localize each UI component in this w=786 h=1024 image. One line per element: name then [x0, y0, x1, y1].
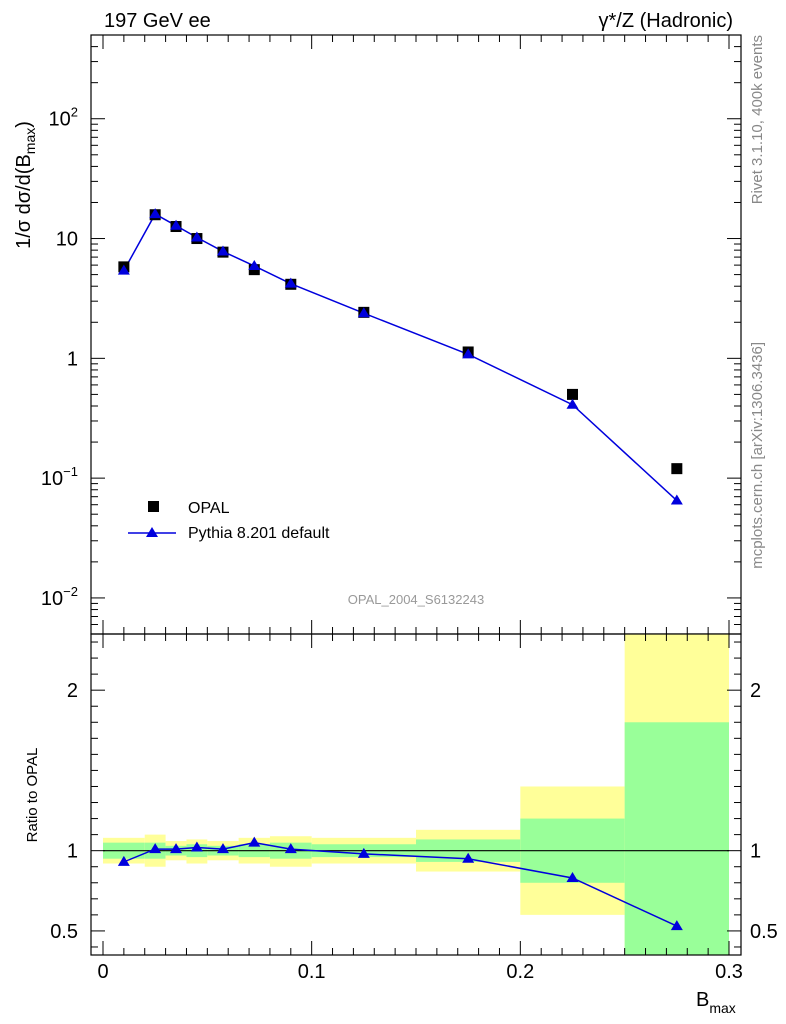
main-mc-point-3	[190, 231, 203, 242]
legend-opal-label: OPAL	[188, 500, 230, 517]
ratio-mc-point-6	[284, 843, 297, 854]
ratio-mc-point-1	[149, 843, 162, 854]
main-ytick-base-1: 10	[56, 229, 78, 251]
main-mc-point-7	[357, 307, 370, 318]
main-mc-point-2	[170, 219, 183, 230]
ratio-band-inner-10	[624, 722, 729, 955]
ratio-ytick-label-left-1: 1	[67, 841, 78, 863]
main-mc-line	[123, 213, 678, 502]
ratio-xlabel: Bmax	[696, 989, 736, 1016]
main-ylabel: 1/σ dσ/d(Bmax)	[13, 121, 38, 249]
ratio-mc-point-5	[248, 836, 261, 847]
main-mc-point-10	[670, 494, 683, 505]
main-mc-point-5	[248, 259, 261, 270]
mcplots-label: mcplots.cern.ch [arXiv:1306.3436]	[749, 342, 766, 569]
ratio-ytick-label-left-2: 2	[67, 680, 78, 702]
ratio-mc-point-4	[216, 843, 229, 854]
ratio-xlabel-text: B	[696, 989, 709, 1011]
legend-mc-marker	[146, 527, 158, 537]
ratio-mc-point-9	[566, 871, 579, 882]
ratio-mc-point-7	[357, 847, 370, 858]
main-mc-point-9	[566, 398, 579, 409]
main-ylabel-text: 1/σ dσ/d(B	[13, 154, 35, 249]
main-ytick-exp-3: −1	[63, 464, 78, 479]
ratio-ylabel: Ratio to OPAL	[24, 748, 41, 843]
energy-title: 197 GeV ee	[104, 10, 211, 32]
legend-mc-label: Pythia 8.201 default	[188, 525, 330, 542]
ratio-plot: 0 0.1 0.2 0.3 0.5 0.5 1 1 2 2	[50, 633, 778, 983]
main-mc-point-8	[462, 348, 475, 359]
ratio-mc-point-2	[170, 843, 183, 854]
main-mc-point-0	[117, 264, 130, 275]
main-mc-point-1	[149, 208, 162, 219]
legend-opal-marker	[148, 501, 159, 512]
main-ytick-label-1: 10	[56, 229, 78, 251]
ratio-xtick-label-3: 0.3	[715, 961, 743, 983]
ratio-ytick-label-right-1: 1	[750, 841, 761, 863]
main-ytick-label-3: 10−1	[41, 464, 78, 490]
ratio-xtick-label-0: 0	[97, 961, 108, 983]
ratio-xlabel-sub: max	[709, 1000, 735, 1016]
ratio-xtick-label-2: 0.2	[506, 961, 534, 983]
ratio-xtick-label-1: 0.1	[298, 961, 326, 983]
rivet-label: Rivet 3.1.10, 400k events	[749, 35, 766, 204]
main-ytick-label-4: 10−2	[41, 584, 78, 610]
process-title: γ*/Z (Hadronic)	[599, 10, 733, 32]
main-opal-point-9	[567, 388, 578, 400]
main-ytick-base-0: 10	[49, 109, 71, 131]
main-opal-point-10	[671, 463, 683, 475]
ratio-mc-point-0	[117, 855, 130, 866]
ratio-mc-point-8	[462, 852, 475, 863]
ratio-mc-point-10	[670, 920, 683, 931]
main-ylabel-sub: max	[22, 128, 38, 154]
main-ytick-exp-4: −2	[63, 584, 78, 599]
main-ytick-label-2: 1	[67, 348, 78, 370]
main-ytick-label-0: 102	[49, 105, 78, 131]
main-ytick-base-3: 10	[41, 468, 63, 490]
main-ytick-base-4: 10	[41, 588, 63, 610]
ratio-ytick-label-right-2: 2	[750, 680, 761, 702]
legend: OPAL Pythia 8.201 default	[128, 500, 330, 542]
ratio-mc-point-3	[190, 841, 203, 852]
main-mc-point-4	[216, 245, 229, 256]
main-ytick-exp-0: 2	[71, 105, 78, 120]
main-mc-point-6	[284, 277, 297, 288]
ratio-ytick-label-right-0: 0.5	[750, 921, 778, 943]
analysis-watermark: OPAL_2004_S6132243	[348, 592, 484, 607]
ratio-ytick-label-left-0: 0.5	[50, 921, 78, 943]
main-ytick-base-2: 1	[67, 348, 78, 370]
main-ylabel-end: )	[13, 121, 35, 128]
